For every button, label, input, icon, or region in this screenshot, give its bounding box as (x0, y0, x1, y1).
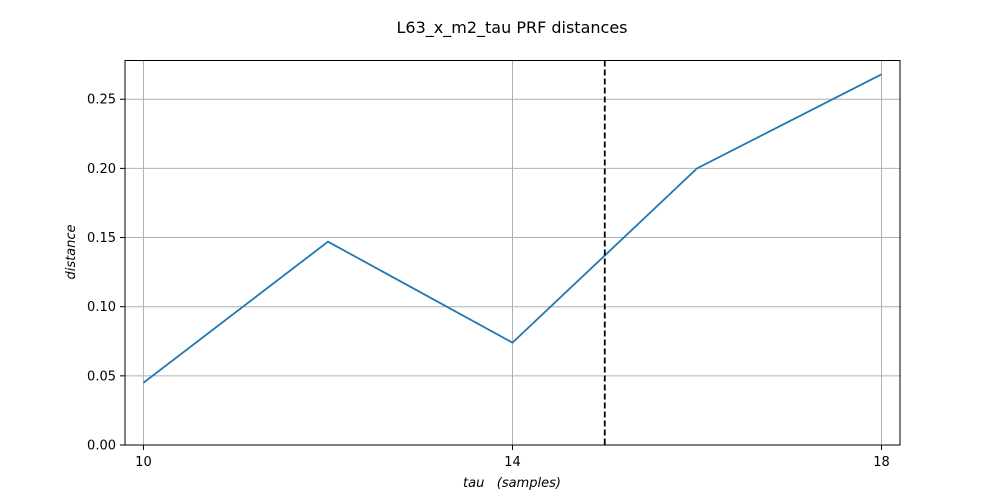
x-tick-label: 14 (504, 455, 521, 470)
x-tick-label: 18 (873, 455, 890, 470)
y-tick-label: 0.00 (87, 439, 116, 454)
tick-layer: 0.00 0.05 0.10 0.15 0.20 0.25 10 14 18 (87, 93, 890, 470)
y-tick-label: 0.20 (87, 162, 116, 177)
series-layer (142, 73, 882, 384)
y-tick-label: 0.10 (87, 300, 116, 315)
grid-layer (125, 60, 900, 446)
x-axis-label: tau (samples) (463, 476, 561, 491)
y-axis-label: distance (64, 224, 79, 279)
x-tick-label: 10 (135, 455, 152, 470)
y-tick-label: 0.25 (87, 93, 116, 108)
series-line (142, 73, 882, 384)
y-tick-label: 0.15 (87, 231, 116, 246)
y-tick-label: 0.05 (87, 369, 116, 384)
chart-title: L63_x_m2_tau PRF distances (397, 18, 628, 38)
